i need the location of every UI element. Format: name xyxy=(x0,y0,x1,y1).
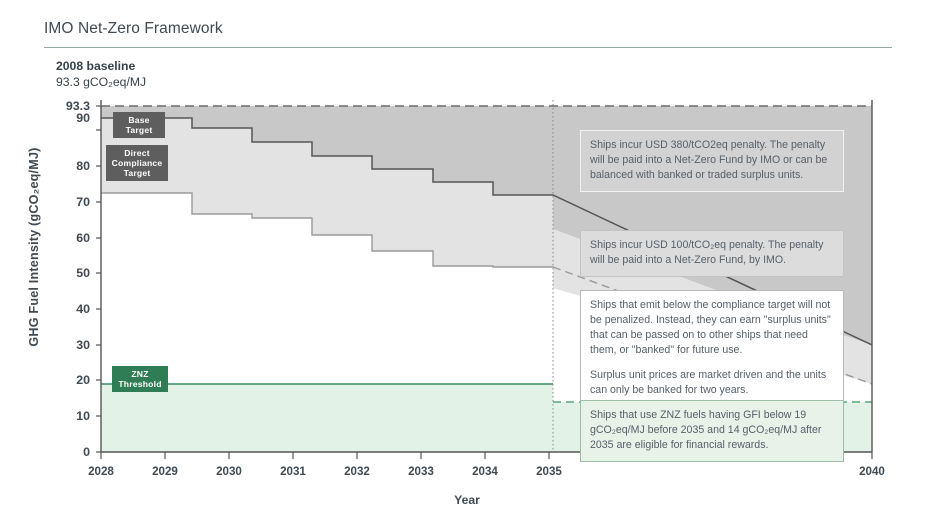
x-tick-2028: 2028 xyxy=(88,465,114,478)
x-tick-2030: 2030 xyxy=(216,465,242,478)
legend-badge-znz-line1: ZNZ xyxy=(131,369,149,379)
x-axis-title: Year xyxy=(454,493,480,507)
y-tick-60: 60 xyxy=(76,231,90,245)
legend-badge-base-target: Base Target xyxy=(113,112,165,139)
annotation-surplus-pricing-text: Surplus unit prices are market driven an… xyxy=(590,369,827,397)
series-base-target xyxy=(101,117,872,346)
y-tick-10: 10 xyxy=(76,409,90,423)
y-tick-0: 0 xyxy=(83,445,90,459)
x-tick-2035: 2035 xyxy=(536,465,562,478)
annotation-znz-reward: Ships that use ZNZ fuels having GFI belo… xyxy=(580,400,844,463)
legend-badge-base-target-line1: Base xyxy=(128,115,150,125)
y-tick-80: 80 xyxy=(76,159,90,173)
page-title: IMO Net-Zero Framework xyxy=(44,20,223,37)
y-tick-30: 30 xyxy=(76,338,90,352)
y-tick-40: 40 xyxy=(76,302,90,316)
x-tick-2034: 2034 xyxy=(472,465,498,478)
baseline-label: 2008 baseline xyxy=(56,59,136,73)
x-tick-2031: 2031 xyxy=(280,465,306,478)
legend-badge-base-target-line2: Target xyxy=(125,125,153,136)
y-tick-marks xyxy=(96,105,101,453)
annotation-penalty-100-text: Ships incur USD 100/tCO₂eq penalty. The … xyxy=(590,239,824,267)
y-tick-90: 90 xyxy=(76,111,90,125)
annotation-znz-reward-text: Ships that use ZNZ fuels having GFI belo… xyxy=(590,409,822,452)
baseline-caption: 2008 baseline 93.3 gCO₂eq/MJ xyxy=(56,59,146,90)
legend-badge-compliance-line3: Target xyxy=(123,168,151,179)
annotation-penalty-380: Ships incur USD 380/tCO2eq penalty. The … xyxy=(580,130,844,193)
x-tick-2033: 2033 xyxy=(408,465,434,478)
annotation-surplus-units: Ships that emit below the compliance tar… xyxy=(580,290,844,408)
x-tick-2032: 2032 xyxy=(344,465,370,478)
legend-badge-direct-compliance-target: Direct Compliance Target xyxy=(106,145,168,182)
legend-badge-znz-line2: Threshold xyxy=(118,379,162,390)
legend-badge-compliance-line2: Compliance xyxy=(111,158,163,169)
legend-badge-znz-threshold: ZNZ Threshold xyxy=(112,366,168,393)
annotation-penalty-380-text: Ships incur USD 380/tCO2eq penalty. The … xyxy=(590,139,828,182)
header-divider xyxy=(44,47,892,48)
annotation-surplus-units-text: Ships that emit below the compliance tar… xyxy=(590,299,831,357)
x-tick-2040: 2040 xyxy=(859,465,885,478)
series-compliance-target-step xyxy=(101,192,553,268)
baseline-value: 93.3 gCO₂eq/MJ xyxy=(56,74,147,89)
x-tick-2029: 2029 xyxy=(152,465,178,478)
y-tick-93-3: 93.3 xyxy=(65,99,90,113)
y-tick-20: 20 xyxy=(76,373,90,387)
y-tick-70: 70 xyxy=(76,195,90,209)
y-tick-50: 50 xyxy=(76,266,90,280)
x-tick-marks xyxy=(100,452,873,459)
y-axis-title: GHG Fuel Intensity (gCO₂eq/MJ) xyxy=(27,147,41,347)
legend-badge-compliance-line1: Direct xyxy=(124,148,150,158)
annotation-penalty-100: Ships incur USD 100/tCO₂eq penalty. The … xyxy=(580,230,844,278)
